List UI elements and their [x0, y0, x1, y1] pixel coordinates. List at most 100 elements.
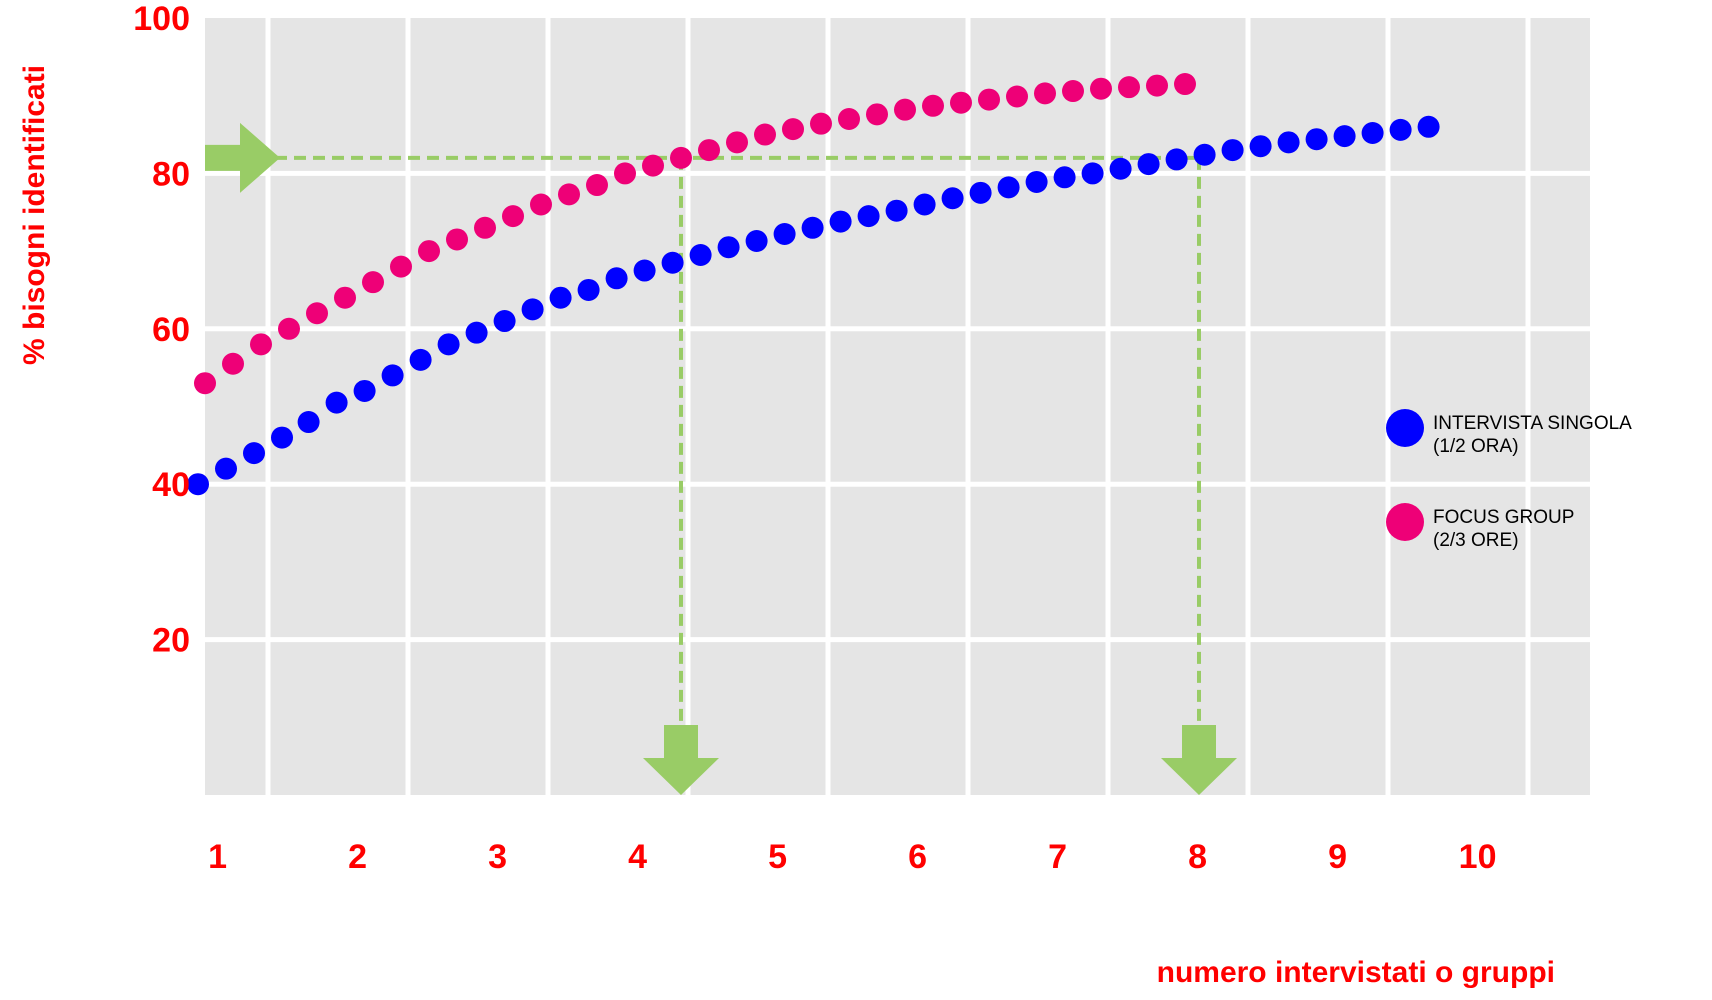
focus-group-point	[194, 372, 216, 395]
x-tick-label: 4	[628, 838, 647, 876]
y-axis-title: % bisogni identificati	[18, 65, 51, 365]
y-tick-labels: 20 40 60 80 100	[133, 0, 190, 660]
intervista-point	[549, 286, 572, 309]
intervista-point	[1417, 115, 1440, 138]
intervista-point	[1193, 143, 1216, 166]
intervista-point	[745, 229, 768, 252]
arrow-down-icon	[643, 725, 719, 795]
intervista-point	[857, 205, 880, 228]
grid	[205, 18, 1590, 795]
focus-group-point	[1118, 76, 1140, 99]
intervista-point	[689, 243, 712, 266]
y-tick-label: 20	[152, 622, 190, 660]
focus-group-point	[642, 154, 664, 177]
legend-intervista-label: INTERVISTA SINGOLA	[1433, 413, 1632, 434]
intervista-point	[243, 442, 265, 465]
focus-group-point	[530, 193, 552, 216]
intervista-point	[997, 176, 1020, 199]
intervista-point	[633, 259, 656, 282]
focus-group-point	[894, 98, 916, 121]
intervista-point	[1081, 162, 1104, 185]
intervista-point	[885, 199, 908, 222]
arrow-down-icon	[1161, 725, 1237, 795]
focus-group-point	[698, 139, 720, 162]
intervista-point	[1221, 139, 1244, 162]
intervista-point	[465, 321, 488, 344]
intervista-point	[187, 473, 209, 496]
focus-group-point	[1006, 85, 1028, 108]
intervista-point	[1053, 166, 1076, 189]
focus-group-point	[390, 255, 412, 278]
focus-group-point	[474, 216, 496, 239]
focus-group-point	[838, 108, 860, 131]
intervista-point	[1333, 125, 1356, 148]
intervista-point	[437, 333, 460, 356]
plot-area	[205, 18, 1590, 795]
intervista-point	[773, 223, 796, 246]
data-points	[187, 73, 1440, 496]
legend-focus-group-marker	[1386, 503, 1424, 541]
legend: INTERVISTA SINGOLA(1/2 ORA) FOCUS GROUP(2…	[1386, 409, 1632, 551]
intervista-point	[1137, 153, 1160, 176]
intervista-point	[381, 364, 404, 387]
focus-group-point	[670, 146, 692, 169]
intervista-point	[1025, 170, 1048, 193]
intervista-point	[717, 236, 740, 259]
x-tick-label: 9	[1328, 838, 1347, 876]
legend-intervista-sublabel: (1/2 ORA)	[1433, 436, 1519, 457]
intervista-point	[969, 181, 992, 204]
intervista-point	[1165, 148, 1188, 171]
focus-group-point	[334, 286, 356, 309]
focus-group-point	[1062, 80, 1084, 103]
focus-group-point	[1146, 74, 1168, 97]
y-tick-label: 40	[152, 466, 190, 504]
intervista-point	[325, 391, 348, 414]
legend-focus-group-label: FOCUS GROUP	[1433, 507, 1574, 528]
intervista-point	[271, 426, 293, 449]
intervista-point	[1361, 121, 1384, 144]
x-tick-label: 2	[348, 838, 367, 876]
intervista-point	[941, 187, 964, 210]
intervista-point	[215, 457, 237, 480]
focus-group-point	[250, 333, 272, 356]
intervista-point	[409, 348, 432, 371]
focus-group-point	[278, 317, 300, 340]
focus-group-point	[446, 228, 468, 251]
arrow-right-icon	[205, 122, 280, 193]
plot-background	[205, 18, 1590, 795]
x-tick-label: 6	[908, 838, 927, 876]
intervista-point	[913, 193, 936, 216]
focus-group-point	[754, 123, 776, 146]
legend-focus-group-sublabel: (2/3 ORE)	[1433, 530, 1519, 551]
x-tick-label: 8	[1188, 838, 1207, 876]
intervista-point	[661, 251, 684, 274]
intervista-point	[1305, 128, 1328, 151]
intervista-point	[353, 379, 376, 402]
focus-group-point	[810, 112, 832, 135]
x-tick-label: 7	[1048, 838, 1067, 876]
intervista-point	[577, 278, 600, 301]
intervista-point	[829, 210, 852, 233]
intervista-point	[493, 310, 516, 333]
guide-lines	[205, 122, 1237, 795]
x-axis-title: numero intervistati o gruppi	[1157, 956, 1555, 989]
x-tick-label: 5	[768, 838, 787, 876]
focus-group-point	[1034, 82, 1056, 105]
focus-group-point	[614, 162, 636, 185]
focus-group-point	[418, 240, 440, 263]
intervista-point	[1249, 135, 1272, 158]
x-tick-label: 1	[208, 838, 227, 876]
intervista-point	[1389, 118, 1412, 141]
y-tick-label: 80	[152, 155, 190, 193]
focus-group-point	[978, 88, 1000, 111]
focus-group-point	[586, 174, 608, 197]
intervista-point	[1277, 131, 1300, 154]
x-tick-labels: 1 2 3 4 5 6 7 8 9 10	[208, 838, 1496, 876]
x-tick-label: 3	[488, 838, 507, 876]
focus-group-point	[362, 271, 384, 294]
intervista-point	[521, 298, 544, 321]
focus-group-point	[782, 118, 804, 141]
intervista-point	[605, 267, 628, 290]
focus-group-point	[306, 302, 328, 325]
